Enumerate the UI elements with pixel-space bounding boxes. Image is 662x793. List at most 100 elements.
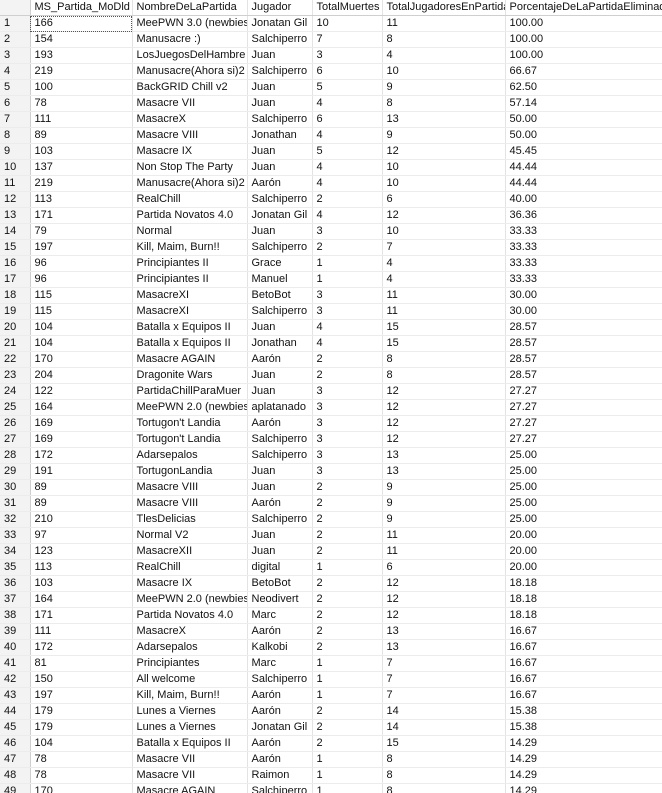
cell[interactable]: 172 — [30, 447, 133, 464]
cell[interactable]: Juan — [247, 319, 313, 336]
data-row[interactable]: 33 97 Normal V2 Juan 2 11 20.00 — [0, 527, 662, 544]
cell[interactable]: PartidaChillParaMuer — [132, 383, 248, 400]
cell[interactable]: 1 — [312, 255, 383, 272]
cell[interactable]: BetoBot — [247, 287, 313, 304]
cell[interactable]: Lunes a Viernes — [132, 719, 248, 736]
cell[interactable]: 18.18 — [505, 591, 662, 608]
cell[interactable]: 12 — [382, 207, 506, 224]
data-row[interactable]: 10 137 Non Stop The Party Juan 4 10 44.44 — [0, 159, 662, 176]
cell[interactable]: 14 — [382, 719, 506, 736]
data-row[interactable]: 5 100 BackGRID Chill v2 Juan 5 9 62.50 — [0, 79, 662, 96]
cell[interactable]: 36.36 — [505, 207, 662, 224]
cell[interactable]: 16.67 — [505, 671, 662, 688]
cell[interactable]: 18.18 — [505, 607, 662, 624]
cell[interactable]: 10 — [382, 223, 506, 240]
cell[interactable]: 8 — [382, 783, 506, 793]
data-row[interactable]: 29 191 TortugonLandia Juan 3 13 25.00 — [0, 463, 662, 480]
cell[interactable]: 150 — [30, 671, 133, 688]
cell[interactable]: 154 — [30, 31, 133, 48]
cell[interactable]: 137 — [30, 159, 133, 176]
cell[interactable]: 2 — [312, 735, 383, 752]
cell[interactable]: Grace — [247, 255, 313, 272]
data-row[interactable]: 7 111 MasacreX Salchiperro 6 13 50.00 — [0, 111, 662, 128]
data-row[interactable]: 23 204 Dragonite Wars Juan 2 8 28.57 — [0, 367, 662, 384]
cell[interactable]: 33.33 — [505, 223, 662, 240]
row-number[interactable]: 25 — [0, 399, 31, 416]
cell[interactable]: 14 — [382, 703, 506, 720]
cell[interactable]: 219 — [30, 63, 133, 80]
row-number[interactable]: 14 — [0, 223, 31, 240]
cell[interactable]: Neodivert — [247, 591, 313, 608]
cell[interactable]: 13 — [382, 639, 506, 656]
cell[interactable]: 171 — [30, 207, 133, 224]
cell[interactable]: 2 — [312, 191, 383, 208]
cell[interactable]: 113 — [30, 191, 133, 208]
cell[interactable]: 62.50 — [505, 79, 662, 96]
cell[interactable]: Manuel — [247, 271, 313, 288]
cell[interactable]: 169 — [30, 415, 133, 432]
cell[interactable]: Non Stop The Party — [132, 159, 248, 176]
cell[interactable]: Manusacre(Ahora si)2 — [132, 175, 248, 192]
cell[interactable]: digital — [247, 559, 313, 576]
cell[interactable]: 10 — [382, 159, 506, 176]
cell[interactable]: Manusacre(Ahora si)2 — [132, 63, 248, 80]
data-row[interactable]: 26 169 Tortugon't Landia Aarón 3 12 27.27 — [0, 415, 662, 432]
data-row[interactable]: 28 172 Adarsepalos Salchiperro 3 13 25.00 — [0, 447, 662, 464]
cell[interactable]: 13 — [382, 623, 506, 640]
cell[interactable]: 2 — [312, 479, 383, 496]
cell[interactable]: 15 — [382, 735, 506, 752]
row-number[interactable]: 38 — [0, 607, 31, 624]
cell[interactable]: 7 — [312, 31, 383, 48]
cell[interactable]: Salchiperro — [247, 511, 313, 528]
cell[interactable]: 7 — [382, 239, 506, 256]
cell[interactable]: Aarón — [247, 735, 313, 752]
cell[interactable]: 204 — [30, 367, 133, 384]
cell[interactable]: Batalla x Equipos II — [132, 335, 248, 352]
cell[interactable]: 13 — [382, 111, 506, 128]
cell[interactable]: 6 — [312, 111, 383, 128]
cell[interactable]: 11 — [382, 527, 506, 544]
cell[interactable]: 27.27 — [505, 415, 662, 432]
row-number[interactable]: 29 — [0, 463, 31, 480]
row-number[interactable]: 10 — [0, 159, 31, 176]
data-row[interactable]: 6 78 Masacre VII Juan 4 8 57.14 — [0, 95, 662, 112]
cell[interactable]: 78 — [30, 95, 133, 112]
cell[interactable]: 30.00 — [505, 303, 662, 320]
cell[interactable]: aplatanado — [247, 399, 313, 416]
cell[interactable]: 33.33 — [505, 239, 662, 256]
cell[interactable]: Salchiperro — [247, 191, 313, 208]
row-number[interactable]: 41 — [0, 655, 31, 672]
cell[interactable]: 170 — [30, 783, 133, 793]
cell[interactable]: 2 — [312, 543, 383, 560]
cell[interactable]: 4 — [382, 255, 506, 272]
cell[interactable]: 12 — [382, 143, 506, 160]
cell[interactable]: Partida Novatos 4.0 — [132, 207, 248, 224]
data-row[interactable]: 15 197 Kill, Maim, Burn!! Salchiperro 2 7 33.3… — [0, 239, 662, 256]
data-row[interactable]: 34 123 MasacreXII Juan 2 11 20.00 — [0, 543, 662, 560]
cell[interactable]: 9 — [382, 127, 506, 144]
cell[interactable]: Batalla x Equipos II — [132, 735, 248, 752]
data-row[interactable]: 22 170 Masacre AGAIN Aarón 2 8 28.57 — [0, 351, 662, 368]
cell[interactable]: 11 — [382, 543, 506, 560]
cell[interactable]: 28.57 — [505, 319, 662, 336]
cell[interactable]: 8 — [382, 31, 506, 48]
row-number[interactable]: 42 — [0, 671, 31, 688]
cell[interactable]: 16.67 — [505, 655, 662, 672]
cell[interactable]: 1 — [312, 271, 383, 288]
row-number[interactable]: 27 — [0, 431, 31, 448]
column-header[interactable]: MS_Partida_MoDld — [30, 0, 133, 16]
cell[interactable]: 3 — [312, 47, 383, 64]
data-row[interactable]: 30 89 Masacre VIII Juan 2 9 25.00 — [0, 479, 662, 496]
data-row[interactable]: 24 122 PartidaChillParaMuer Juan 3 12 27.27 — [0, 383, 662, 400]
cell[interactable]: All welcome — [132, 671, 248, 688]
cell[interactable]: 100.00 — [505, 31, 662, 48]
cell[interactable]: 100.00 — [505, 15, 662, 32]
cell[interactable]: 104 — [30, 735, 133, 752]
row-number[interactable]: 39 — [0, 623, 31, 640]
cell[interactable]: Jonatan Gil — [247, 207, 313, 224]
cell[interactable]: Salchiperro — [247, 239, 313, 256]
data-row[interactable]: 21 104 Batalla x Equipos II Jonathan 4 15 28.5… — [0, 335, 662, 352]
row-number[interactable]: 24 — [0, 383, 31, 400]
cell[interactable]: 6 — [312, 63, 383, 80]
row-number[interactable]: 18 — [0, 287, 31, 304]
